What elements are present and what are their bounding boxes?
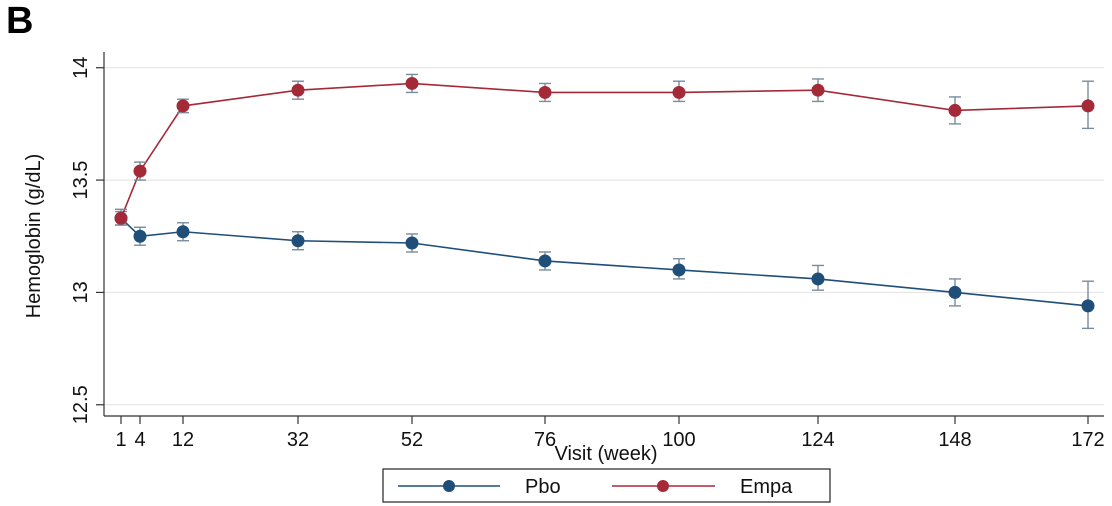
- empa-point: [133, 164, 147, 178]
- x-tick-label: 76: [534, 429, 556, 451]
- axes: 12.5 13 13.5 14 1 4 12 32 52 76 100 124 148 172: [70, 52, 1105, 451]
- y-tick-label: 12.5: [70, 385, 92, 424]
- series: [114, 73, 1095, 330]
- y-tick-label: 13.5: [70, 161, 92, 200]
- y-tick-label: 14: [70, 57, 92, 79]
- x-axis-title: Visit (week): [555, 443, 658, 465]
- x-tick-label: 124: [801, 429, 834, 451]
- y-axis-title: Hemoglobin (g/dL): [23, 154, 45, 319]
- x-tick-label: 52: [401, 429, 423, 451]
- legend-pbo-marker: [443, 480, 455, 492]
- legend-empa-label: Empa: [740, 476, 793, 498]
- x-tick-label: 172: [1071, 429, 1104, 451]
- pbo-point: [1081, 299, 1095, 313]
- empa-point: [114, 211, 128, 225]
- legend: Pbo Empa: [382, 468, 831, 503]
- legend-empa-marker: [657, 480, 669, 492]
- pbo-point: [133, 229, 147, 243]
- empa-point: [948, 103, 962, 117]
- pbo-point: [538, 254, 552, 268]
- empa-point: [1081, 99, 1095, 113]
- pbo-point: [672, 263, 686, 277]
- x-tick-label: 4: [134, 429, 145, 451]
- empa-point: [672, 85, 686, 99]
- pbo-point: [811, 272, 825, 286]
- y-tick-label: 13: [70, 281, 92, 303]
- empa-point: [811, 83, 825, 97]
- pbo-point: [176, 225, 190, 239]
- pbo-point: [291, 234, 305, 248]
- grid-lines: [104, 67, 1104, 406]
- x-tick-label: 1: [115, 429, 126, 451]
- empa-point: [291, 83, 305, 97]
- pbo-series-line: [120, 217, 1089, 307]
- empa-point: [176, 99, 190, 113]
- empa-series-line: [120, 82, 1089, 219]
- x-tick-label: 100: [662, 429, 695, 451]
- x-tick-label: 32: [287, 429, 309, 451]
- x-tick-label: 148: [938, 429, 971, 451]
- empa-point: [405, 76, 419, 90]
- x-tick-label: 12: [172, 429, 194, 451]
- legend-pbo-label: Pbo: [525, 476, 561, 498]
- empa-point: [538, 85, 552, 99]
- panel-label: B: [6, 0, 34, 42]
- pbo-point: [405, 236, 419, 250]
- pbo-point: [948, 285, 962, 299]
